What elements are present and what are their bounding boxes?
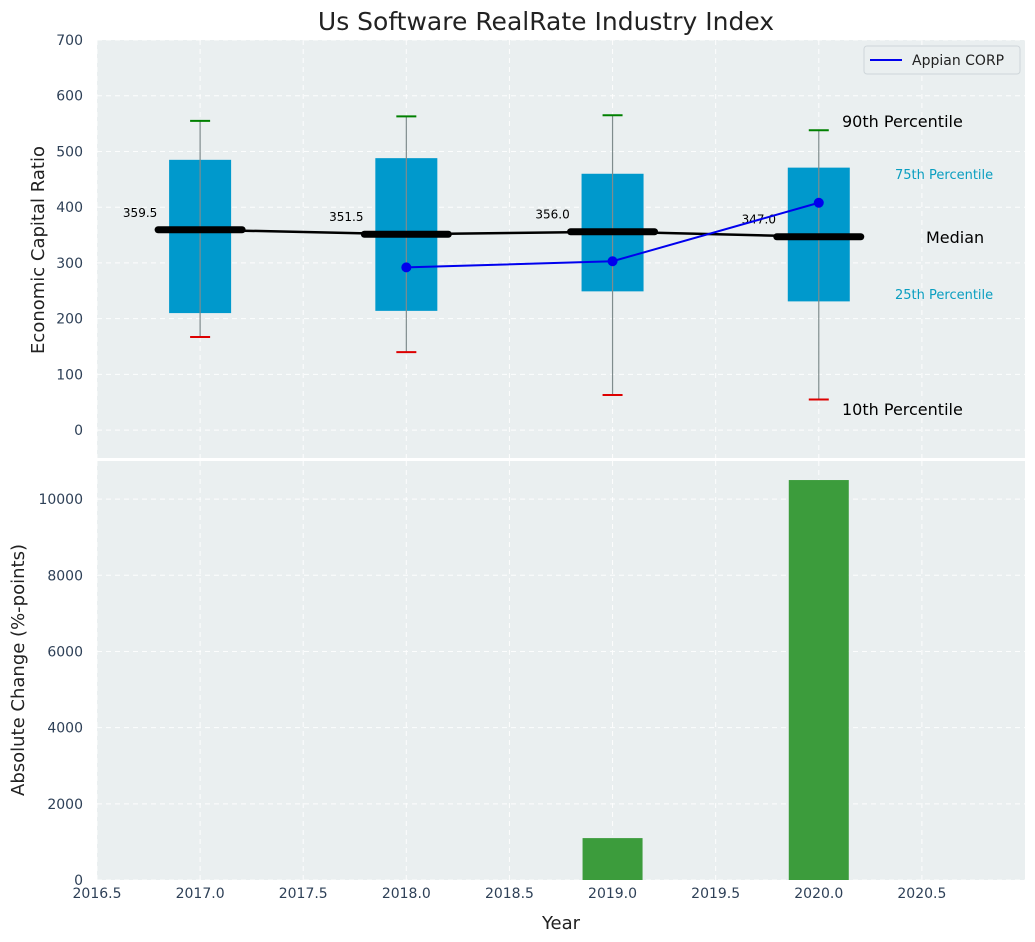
annotation-75th-percentile: 75th Percentile — [895, 168, 993, 183]
top-y-tick-label: 300 — [56, 256, 83, 272]
top-y-tick-label: 100 — [56, 367, 83, 383]
annotation-90th-percentile: 90th Percentile — [842, 112, 963, 131]
bottom-y-tick-label: 0 — [74, 873, 83, 889]
bottom-y-tick-label: 10000 — [38, 492, 83, 508]
x-tick-label: 2017.0 — [176, 886, 225, 902]
series-point — [401, 262, 412, 273]
bar-2019 — [582, 838, 643, 880]
legend-label-appian-corp: Appian CORP — [912, 53, 1004, 69]
bottom-y-tick-label: 8000 — [47, 568, 83, 584]
x-tick-label: 2020.5 — [897, 886, 946, 902]
legend-frame — [863, 45, 1021, 75]
median-label-2019: 356.0 — [535, 208, 569, 222]
annotation-25th-percentile: 25th Percentile — [895, 288, 993, 303]
top-y-tick-label: 400 — [56, 200, 83, 216]
x-tick-label: 2018.5 — [485, 886, 534, 902]
bottom-y-tick-labels: 0 2000 4000 6000 8000 10000 — [38, 492, 83, 889]
top-y-tick-label: 200 — [56, 312, 83, 328]
bar-layer — [582, 480, 849, 880]
bottom-panel-background — [97, 461, 1025, 880]
x-tick-label: 2017.5 — [279, 886, 328, 902]
x-tick-label: 2020.0 — [794, 886, 843, 902]
bottom-y-axis-label: Absolute Change (%-points) — [8, 544, 29, 796]
series-point — [813, 197, 824, 208]
series-point — [607, 256, 618, 267]
x-tick-label: 2018.0 — [382, 886, 431, 902]
top-y-tick-labels: 0 100 200 300 400 500 600 700 — [56, 33, 83, 439]
legend: Appian CORP — [863, 45, 1021, 75]
top-y-tick-label: 600 — [56, 89, 83, 105]
annotation-10th-percentile: 10th Percentile — [842, 400, 963, 419]
x-axis-label: Year — [541, 913, 581, 934]
top-y-tick-label: 0 — [74, 423, 83, 439]
x-tick-labels: 2016.5 2017.0 2017.5 2018.0 2018.5 2019.0 2019… — [73, 886, 947, 902]
box-plot-layer: 359.5 351.5 356.0 347.0 — [123, 114, 865, 401]
bottom-grid — [96, 461, 1025, 881]
median-label-2018: 351.5 — [329, 210, 363, 224]
bottom-y-tick-label: 4000 — [47, 721, 83, 737]
top-y-tick-label: 500 — [56, 144, 83, 160]
x-tick-label: 2019.5 — [691, 886, 740, 902]
bottom-y-tick-label: 6000 — [47, 644, 83, 660]
top-y-axis-label: Economic Capital Ratio — [28, 146, 49, 354]
x-tick-label: 2019.0 — [588, 886, 637, 902]
top-y-tick-label: 700 — [56, 33, 83, 49]
median-label-2017: 359.5 — [123, 206, 157, 220]
chart-title: Us Software RealRate Industry Index — [318, 7, 774, 36]
median-line — [200, 228, 819, 238]
x-tick-label: 2016.5 — [73, 886, 122, 902]
annotation-median: Median — [926, 228, 984, 247]
bottom-y-tick-label: 2000 — [47, 797, 83, 813]
top-panel-background — [97, 40, 1025, 458]
bar-2020 — [788, 480, 849, 880]
